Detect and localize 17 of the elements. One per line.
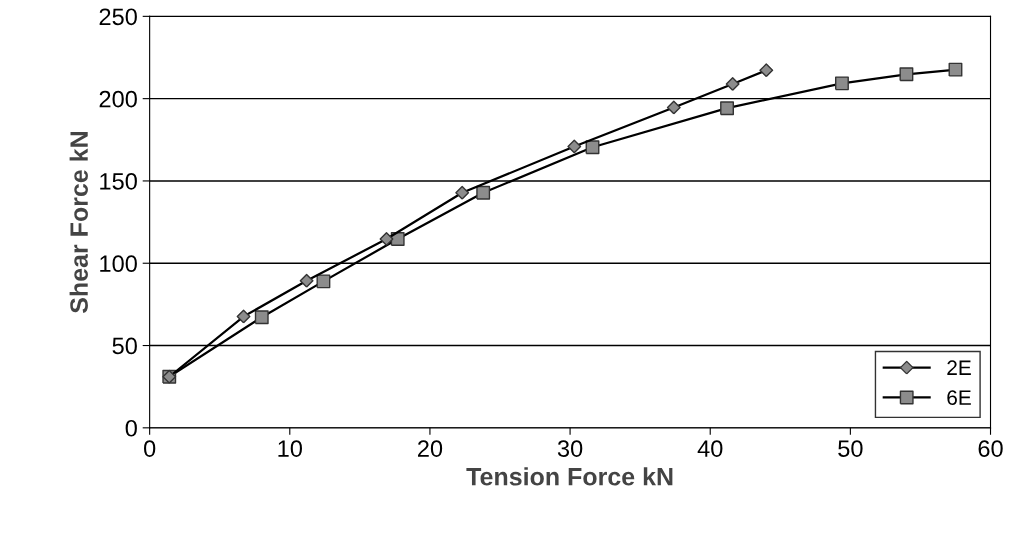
y-tick-label: 250: [99, 8, 137, 26]
y-tick-label: 150: [100, 173, 137, 190]
legend-label: 2E: [947, 360, 971, 375]
x-tick-label: 30: [557, 440, 583, 457]
x-axis-title: Tension Force kN: [466, 467, 673, 486]
x-tick-label: 20: [417, 440, 443, 457]
y-tick-label: 0: [125, 419, 137, 437]
y-tick-label: 50: [112, 337, 137, 355]
x-tick-label: 50: [838, 440, 863, 457]
y-axis-title: Shear Force kN: [69, 132, 88, 314]
y-tick-label: 200: [99, 90, 137, 108]
x-tick-label: 60: [978, 440, 1003, 457]
legend-label: 6E: [947, 390, 971, 405]
x-tick-label: 40: [697, 440, 723, 457]
y-tick-label: 100: [100, 255, 137, 273]
x-tick-label: 10: [278, 440, 302, 457]
x-tick-label: 0: [144, 440, 156, 457]
